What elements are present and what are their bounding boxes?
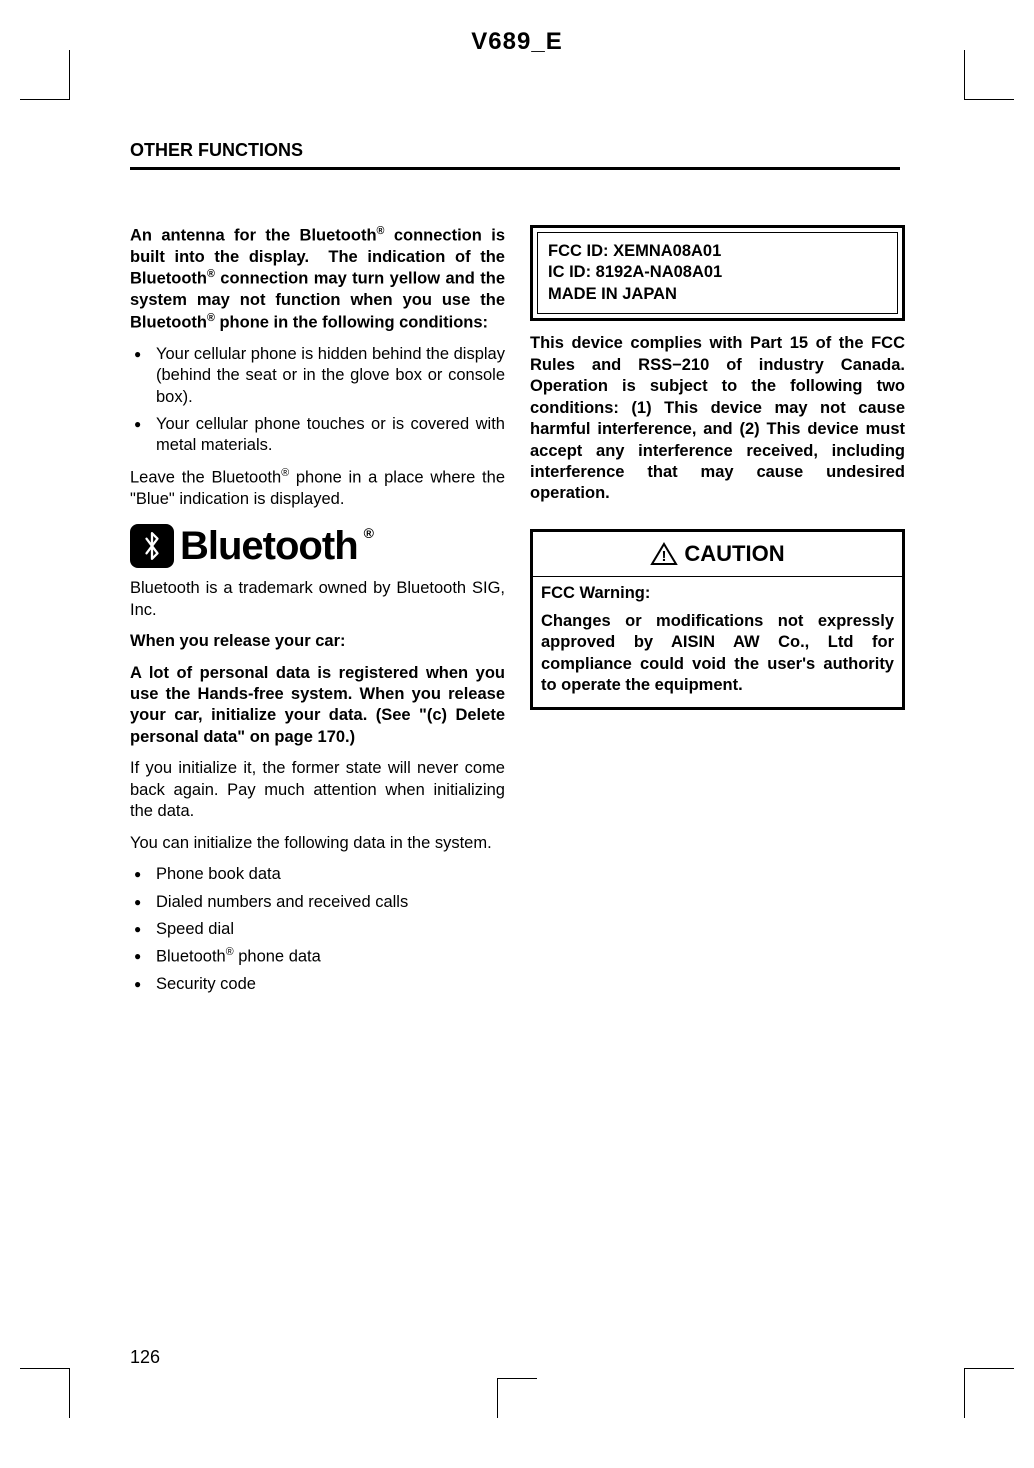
- can-initialize-note: You can initialize the following data in…: [130, 833, 505, 854]
- fcc-warning-body: Changes or modifications not expressly a…: [541, 611, 894, 697]
- compliance-paragraph: This device complies with Part 15 of the…: [530, 333, 905, 505]
- crop-mark: [497, 1378, 537, 1418]
- list-item: Bluetooth® phone data: [130, 946, 505, 968]
- bluetooth-wordmark: Bluetooth: [180, 520, 358, 572]
- page-number: 126: [130, 1347, 160, 1368]
- warning-triangle-icon: !: [650, 542, 678, 566]
- caution-body: FCC Warning: Changes or modifications no…: [533, 577, 902, 706]
- release-body: A lot of personal data is registered whe…: [130, 663, 505, 749]
- bluetooth-icon: [130, 524, 174, 568]
- caution-label: CAUTION: [684, 540, 784, 569]
- ic-id: IC ID: 8192A-NA08A01: [548, 262, 887, 283]
- crop-mark: [20, 50, 70, 100]
- bluetooth-logo: Bluetooth ®: [130, 520, 505, 572]
- former-state-note: If you initialize it, the former state w…: [130, 758, 505, 822]
- trademark-note: Bluetooth is a trademark owned by Blueto…: [130, 578, 505, 621]
- list-item: Your cellular phone is hidden behind the…: [130, 344, 505, 408]
- left-column: An antenna for the Bluetooth® connection…: [130, 225, 505, 1006]
- right-column: FCC ID: XEMNA08A01 IC ID: 8192A-NA08A01 …: [530, 225, 905, 1006]
- crop-mark: [964, 50, 1014, 100]
- list-item: Speed dial: [130, 919, 505, 940]
- crop-mark: [964, 1368, 1014, 1418]
- caution-heading: ! CAUTION: [533, 532, 902, 578]
- section-title: OTHER FUNCTIONS: [130, 140, 900, 170]
- crop-mark: [20, 1368, 70, 1418]
- id-box: FCC ID: XEMNA08A01 IC ID: 8192A-NA08A01 …: [530, 225, 905, 321]
- leave-paragraph: Leave the Bluetooth® phone in a place wh…: [130, 467, 505, 510]
- list-item: Phone book data: [130, 864, 505, 885]
- id-box-inner: FCC ID: XEMNA08A01 IC ID: 8192A-NA08A01 …: [537, 232, 898, 314]
- list-item: Dialed numbers and received calls: [130, 892, 505, 913]
- fcc-warning-head: FCC Warning:: [541, 583, 894, 604]
- manual-page: V689_E OTHER FUNCTIONS An antenna for th…: [0, 0, 1034, 1468]
- list-item: Security code: [130, 974, 505, 995]
- registered-mark: ®: [364, 524, 374, 542]
- spacer: [530, 515, 905, 529]
- intro-paragraph: An antenna for the Bluetooth® connection…: [130, 225, 505, 334]
- svg-text:!: !: [662, 548, 667, 565]
- header-code: V689_E: [471, 28, 562, 56]
- fcc-id: FCC ID: XEMNA08A01: [548, 241, 887, 262]
- made-in: MADE IN JAPAN: [548, 284, 887, 305]
- conditions-list: Your cellular phone is hidden behind the…: [130, 344, 505, 457]
- content-columns: An antenna for the Bluetooth® connection…: [130, 225, 905, 1006]
- caution-box: ! CAUTION FCC Warning: Changes or modifi…: [530, 529, 905, 710]
- initialize-list: Phone book data Dialed numbers and recei…: [130, 864, 505, 996]
- release-heading: When you release your car:: [130, 631, 505, 652]
- list-item: Your cellular phone touches or is covere…: [130, 414, 505, 457]
